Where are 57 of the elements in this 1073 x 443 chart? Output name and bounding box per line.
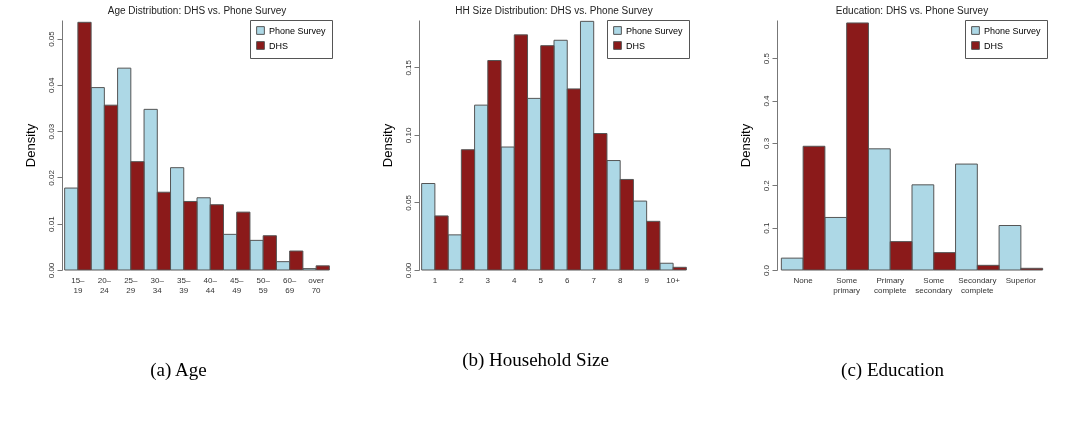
x-tick-label: 10+ bbox=[666, 275, 681, 285]
x-tick-label: 1 bbox=[432, 275, 438, 285]
x-tick-label: 45– 49 bbox=[230, 275, 244, 295]
chart-title: Age Distribution: DHS vs. Phone Survey bbox=[107, 4, 287, 16]
x-tick-label: 5 bbox=[538, 275, 544, 285]
legend-label: DHS bbox=[269, 40, 289, 51]
x-tick-label: Primary complete bbox=[873, 275, 907, 295]
x-tick-label: None bbox=[793, 275, 813, 285]
x-tick-label: 50– 59 bbox=[256, 275, 271, 295]
y-tick-label: 0.01 bbox=[46, 215, 56, 232]
x-tick-label: 6 bbox=[565, 275, 571, 285]
y-tick-label: 0.1 bbox=[761, 222, 770, 234]
y-tick-label: 0.5 bbox=[761, 52, 770, 65]
y-axis-title: Density bbox=[379, 123, 395, 168]
x-tick-label: 15– 19 bbox=[71, 275, 86, 295]
x-tick-label: 2 bbox=[459, 275, 465, 285]
x-tick-label: 40– 44 bbox=[203, 275, 218, 295]
x-tick-label: 8 bbox=[617, 275, 623, 285]
y-tick-label: 0.10 bbox=[403, 127, 413, 144]
y-tick-label: 0.05 bbox=[403, 194, 413, 211]
x-tick-label: 20– 24 bbox=[97, 275, 112, 295]
x-tick-label: 4 bbox=[512, 275, 518, 285]
legend-label: DHS bbox=[626, 40, 646, 51]
x-tick-label: 60– 69 bbox=[282, 275, 297, 295]
legend-label: DHS bbox=[983, 40, 1003, 51]
y-tick-label: 0.0 bbox=[761, 264, 770, 277]
x-tick-label: Superior bbox=[1005, 275, 1036, 285]
text: (b) Household Size bbox=[462, 349, 609, 371]
x-tick-label: 3 bbox=[485, 275, 491, 285]
chart-title: Education: DHS vs. Phone Survey bbox=[835, 4, 988, 16]
legend-label: Phone Survey bbox=[269, 25, 327, 36]
chart-title: HH Size Distribution: DHS vs. Phone Survey bbox=[455, 4, 653, 16]
text: (c) Education bbox=[841, 359, 944, 381]
y-tick-label: 0.02 bbox=[46, 169, 56, 186]
x-tick-label: 35– 39 bbox=[177, 275, 191, 295]
y-tick-label: 0.4 bbox=[761, 94, 770, 107]
y-tick-label: 0.00 bbox=[46, 262, 56, 279]
y-tick-label: 0.15 bbox=[403, 59, 413, 76]
y-axis-title: Density bbox=[22, 123, 38, 168]
y-tick-label: 0.2 bbox=[761, 179, 770, 192]
y-axis-title: Density bbox=[737, 123, 752, 168]
y-tick-label: 0.3 bbox=[761, 137, 770, 149]
x-tick-label: 7 bbox=[591, 275, 597, 285]
x-tick-label: Some primary bbox=[832, 275, 860, 295]
x-tick-label: Secondary complete bbox=[957, 275, 996, 295]
x-tick-label: 25– 29 bbox=[124, 275, 139, 295]
text: (a) Age bbox=[150, 359, 207, 381]
x-tick-label: over 70 bbox=[308, 275, 325, 295]
y-tick-label: 0.00 bbox=[403, 262, 413, 279]
y-tick-label: 0.03 bbox=[46, 123, 56, 140]
x-tick-label: Some secondary bbox=[914, 275, 952, 295]
y-tick-label: 0.05 bbox=[46, 30, 56, 47]
x-tick-label: 30– 34 bbox=[150, 275, 165, 295]
legend-label: Phone Survey bbox=[626, 25, 684, 36]
x-tick-label: 9 bbox=[644, 275, 650, 285]
legend-label: Phone Survey bbox=[983, 25, 1041, 36]
y-tick-label: 0.04 bbox=[46, 76, 56, 94]
